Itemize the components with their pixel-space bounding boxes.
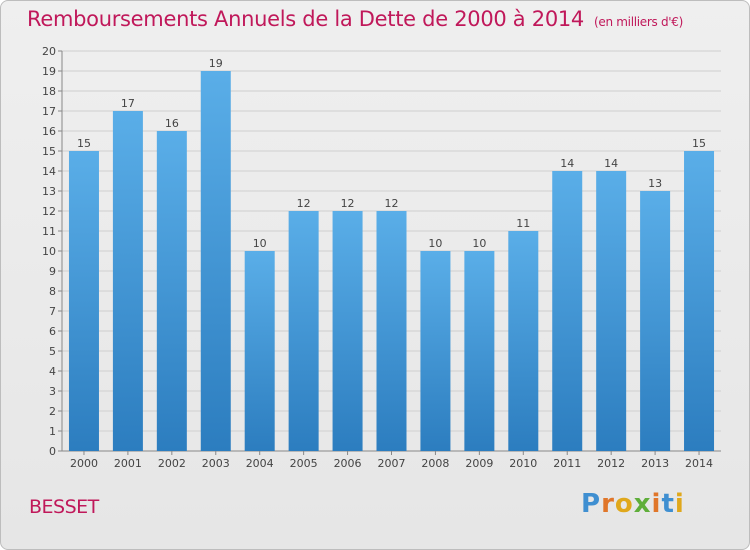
bar-2012 xyxy=(596,171,627,451)
bar-2005 xyxy=(288,211,319,451)
data-label-2001: 17 xyxy=(121,97,135,110)
data-label-2006: 12 xyxy=(341,197,355,210)
y-tick-label: 15 xyxy=(42,145,56,158)
bar-2001 xyxy=(112,111,143,451)
x-tick-label: 2008 xyxy=(421,457,449,470)
commune-name: BESSET xyxy=(29,496,99,518)
bar-2002 xyxy=(156,131,187,451)
data-label-2007: 12 xyxy=(385,197,399,210)
y-tick-label: 19 xyxy=(42,65,56,78)
data-label-2014: 15 xyxy=(692,137,706,150)
x-tick-label: 2001 xyxy=(114,457,142,470)
x-tick-label: 2014 xyxy=(685,457,713,470)
x-tick-label: 2011 xyxy=(553,457,581,470)
x-tick-label: 2002 xyxy=(158,457,186,470)
data-label-2012: 14 xyxy=(604,157,618,170)
bar-2009 xyxy=(464,251,495,451)
y-tick-label: 7 xyxy=(49,305,56,318)
proxiti-logo: Proxiti xyxy=(581,489,685,519)
y-tick-label: 17 xyxy=(42,105,56,118)
x-tick-label: 2000 xyxy=(70,457,98,470)
bar-2013 xyxy=(640,191,671,451)
x-tick-label: 2004 xyxy=(246,457,274,470)
y-tick-label: 14 xyxy=(42,165,56,178)
y-tick-label: 1 xyxy=(49,425,56,438)
x-tick-label: 2007 xyxy=(378,457,406,470)
data-label-2004: 10 xyxy=(253,237,267,250)
y-tick-label: 11 xyxy=(42,225,56,238)
x-tick-label: 2009 xyxy=(465,457,493,470)
x-tick-label: 2006 xyxy=(334,457,362,470)
data-label-2010: 11 xyxy=(516,217,530,230)
y-tick-label: 18 xyxy=(42,85,56,98)
bar-2007 xyxy=(376,211,407,451)
bar-2003 xyxy=(200,71,231,451)
y-tick-label: 0 xyxy=(49,445,56,458)
y-tick-label: 12 xyxy=(42,205,56,218)
data-labels: 15 17 16 19 10 12 12 12 10 10 11 14 14 13 15 xyxy=(77,57,706,250)
data-label-2008: 10 xyxy=(428,237,442,250)
chart-title-text: Remboursements Annuels de la Dette de 20… xyxy=(27,7,584,31)
data-label-2011: 14 xyxy=(560,157,574,170)
x-tick-label: 2010 xyxy=(509,457,537,470)
y-tick-label: 4 xyxy=(49,365,56,378)
data-label-2013: 13 xyxy=(648,177,662,190)
chart-title-unit: (en milliers d'€) xyxy=(594,15,684,29)
y-tick-label: 8 xyxy=(49,285,56,298)
y-tick-label: 10 xyxy=(42,245,56,258)
bar-2014 xyxy=(684,151,715,451)
bars xyxy=(68,71,715,451)
bar-2000 xyxy=(68,151,99,451)
bar-2008 xyxy=(420,251,451,451)
data-label-2002: 16 xyxy=(165,117,179,130)
data-label-2000: 15 xyxy=(77,137,91,150)
y-tick-label: 16 xyxy=(42,125,56,138)
y-tick-label: 9 xyxy=(49,265,56,278)
y-tick-label: 3 xyxy=(49,385,56,398)
data-label-2009: 10 xyxy=(472,237,486,250)
y-tick-label: 13 xyxy=(42,185,56,198)
y-tick-label: 20 xyxy=(42,45,56,58)
x-tick-label: 2005 xyxy=(290,457,318,470)
bar-2004 xyxy=(244,251,275,451)
y-tick-label: 6 xyxy=(49,325,56,338)
data-label-2005: 12 xyxy=(297,197,311,210)
data-label-2003: 19 xyxy=(209,57,223,70)
y-tick-label: 5 xyxy=(49,345,56,358)
y-tick-label: 2 xyxy=(49,405,56,418)
x-tick-label: 2012 xyxy=(597,457,625,470)
bar-2006 xyxy=(332,211,363,451)
x-tick-label: 2003 xyxy=(202,457,230,470)
x-tick-label: 2013 xyxy=(641,457,669,470)
chart-title: Remboursements Annuels de la Dette de 20… xyxy=(27,7,683,31)
bar-2010 xyxy=(508,231,539,451)
bar-2011 xyxy=(552,171,583,451)
